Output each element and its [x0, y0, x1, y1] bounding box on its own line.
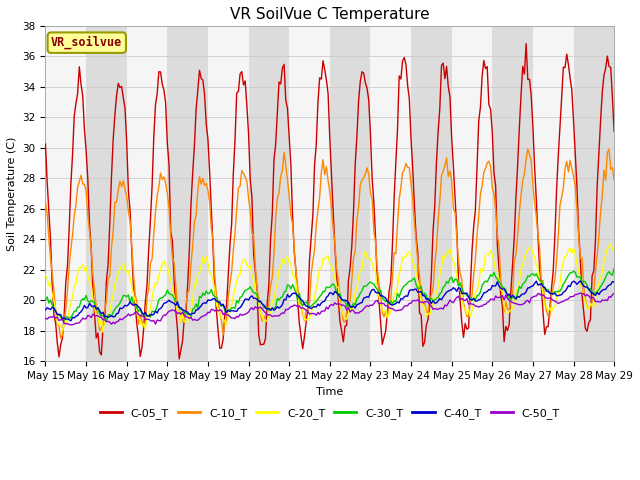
C-10_T: [356, 182, 364, 188]
C-05_T: [488, 129, 496, 135]
Line: C-30_T: C-30_T: [45, 268, 614, 322]
C-05_T: [611, 129, 618, 134]
C-10_T: [220, 332, 227, 338]
C-10_T: [54, 320, 61, 326]
Bar: [86, 26, 127, 361]
C-50_T: [611, 290, 618, 296]
C-50_T: [577, 290, 584, 296]
C-50_T: [495, 294, 503, 300]
C-10_T: [488, 185, 496, 191]
Line: C-20_T: C-20_T: [45, 244, 614, 332]
C-20_T: [607, 241, 614, 247]
C-10_T: [42, 200, 49, 205]
Bar: [127, 26, 167, 361]
C-20_T: [54, 319, 61, 325]
C-20_T: [477, 266, 484, 272]
C-10_T: [477, 191, 484, 196]
C-20_T: [611, 244, 618, 250]
C-30_T: [54, 311, 61, 317]
Line: C-10_T: C-10_T: [45, 149, 614, 338]
C-10_T: [524, 146, 532, 152]
C-50_T: [488, 296, 496, 302]
Bar: [248, 26, 289, 361]
Bar: [411, 26, 452, 361]
Bar: [289, 26, 330, 361]
C-40_T: [67, 318, 75, 324]
C-30_T: [611, 265, 618, 271]
C-20_T: [220, 316, 227, 322]
C-40_T: [488, 283, 496, 288]
C-50_T: [220, 312, 227, 317]
C-05_T: [42, 141, 49, 147]
C-10_T: [57, 335, 65, 341]
C-40_T: [477, 296, 484, 302]
C-30_T: [495, 279, 503, 285]
C-20_T: [488, 252, 496, 258]
C-05_T: [477, 105, 484, 110]
Bar: [371, 26, 411, 361]
Bar: [330, 26, 371, 361]
C-20_T: [42, 273, 49, 278]
C-40_T: [577, 278, 584, 284]
C-40_T: [356, 300, 364, 306]
Bar: [167, 26, 208, 361]
C-30_T: [220, 302, 227, 308]
C-30_T: [477, 289, 484, 295]
C-05_T: [220, 336, 227, 342]
Legend: C-05_T, C-10_T, C-20_T, C-30_T, C-40_T, C-50_T: C-05_T, C-10_T, C-20_T, C-30_T, C-40_T, …: [95, 403, 564, 423]
Y-axis label: Soil Temperature (C): Soil Temperature (C): [7, 136, 17, 251]
C-05_T: [175, 356, 183, 362]
Text: VR_soilvue: VR_soilvue: [51, 36, 122, 49]
Bar: [208, 26, 248, 361]
Bar: [492, 26, 533, 361]
C-05_T: [54, 340, 61, 346]
X-axis label: Time: Time: [316, 387, 344, 397]
Line: C-05_T: C-05_T: [45, 44, 614, 359]
Title: VR SoilVue C Temperature: VR SoilVue C Temperature: [230, 7, 429, 22]
C-50_T: [477, 303, 484, 309]
C-30_T: [356, 290, 364, 296]
C-50_T: [54, 314, 61, 320]
C-50_T: [67, 322, 75, 327]
C-10_T: [611, 177, 618, 183]
C-20_T: [99, 329, 107, 335]
Bar: [533, 26, 573, 361]
C-40_T: [495, 283, 503, 289]
C-20_T: [495, 277, 503, 283]
Line: C-40_T: C-40_T: [45, 281, 614, 321]
C-05_T: [495, 267, 503, 273]
Bar: [45, 26, 86, 361]
Line: C-50_T: C-50_T: [45, 293, 614, 324]
C-05_T: [522, 41, 530, 47]
C-40_T: [54, 312, 61, 318]
C-30_T: [102, 319, 110, 324]
C-30_T: [42, 297, 49, 303]
C-10_T: [495, 243, 503, 249]
C-05_T: [356, 79, 364, 84]
Bar: [573, 26, 614, 361]
C-40_T: [611, 279, 618, 285]
C-40_T: [220, 301, 227, 307]
C-20_T: [356, 268, 364, 274]
C-50_T: [356, 309, 364, 314]
Bar: [452, 26, 492, 361]
C-50_T: [42, 315, 49, 321]
C-40_T: [42, 307, 49, 313]
C-30_T: [488, 274, 496, 279]
